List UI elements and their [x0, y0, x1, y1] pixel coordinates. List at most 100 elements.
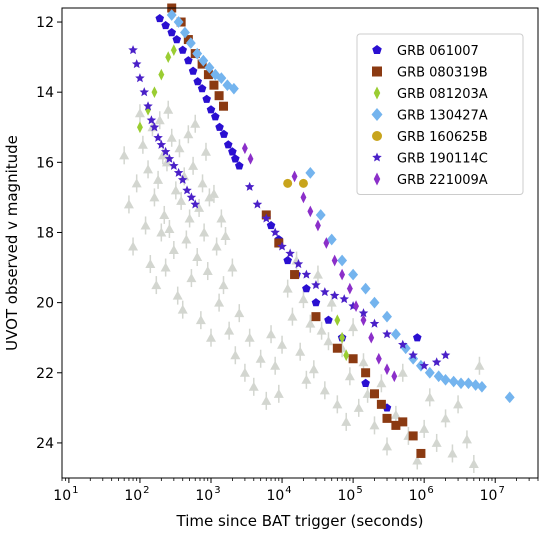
data-point — [320, 287, 330, 297]
data-point — [170, 44, 177, 56]
data-point — [315, 219, 321, 232]
background-point — [119, 150, 130, 160]
background-point — [312, 269, 323, 279]
background-point — [440, 413, 451, 423]
data-point — [311, 280, 321, 290]
data-point — [326, 233, 337, 246]
data-point — [315, 209, 326, 221]
background-point — [419, 423, 430, 433]
data-point — [149, 122, 160, 132]
legend-item: GRB 130427A — [371, 108, 488, 124]
background-point — [447, 448, 458, 458]
data-point — [166, 9, 177, 21]
background-point — [287, 311, 298, 321]
legend-marker — [373, 172, 381, 186]
background-point — [230, 350, 241, 360]
data-point — [146, 115, 157, 125]
data-point — [172, 35, 182, 44]
background-point — [244, 332, 255, 342]
background-point — [202, 266, 213, 276]
data-point — [433, 370, 444, 383]
data-point — [290, 270, 300, 280]
background-point — [151, 280, 162, 290]
data-point — [391, 370, 398, 383]
data-point — [135, 73, 145, 83]
data-point — [369, 296, 380, 309]
background-point — [172, 290, 183, 300]
background-point — [164, 223, 175, 233]
background-point — [157, 150, 168, 160]
data-point — [300, 191, 307, 204]
data-point — [384, 363, 390, 376]
series-grb-130427a — [166, 9, 515, 404]
x-axis: 101 102 103 104 105 106 107 — [53, 478, 539, 504]
background-point — [382, 441, 393, 451]
background-point — [220, 230, 231, 240]
data-point — [160, 146, 171, 156]
data-point — [216, 72, 227, 84]
background-point — [341, 416, 352, 426]
legend-marker — [372, 131, 382, 141]
data-point — [274, 238, 284, 248]
data-point — [440, 373, 451, 386]
background-point — [323, 336, 334, 346]
data-point — [206, 105, 216, 114]
y-tick-label: 12 — [36, 15, 54, 31]
y-tick-label: 14 — [36, 85, 54, 101]
background-point — [195, 315, 206, 325]
data-point — [180, 26, 190, 39]
data-point — [324, 315, 333, 324]
data-point — [415, 359, 426, 372]
data-point — [408, 350, 418, 360]
background-point — [308, 364, 319, 374]
data-point — [211, 112, 220, 121]
data-point — [155, 14, 165, 23]
data-point — [360, 282, 371, 295]
data-point — [361, 378, 370, 387]
background-point — [453, 399, 464, 409]
data-point — [151, 86, 158, 99]
legend-item: GRB 160625B — [372, 130, 488, 145]
y-axis-title: UVOT observed v magnitude — [3, 135, 21, 351]
background-point — [143, 164, 154, 174]
y-tick-label: 18 — [36, 225, 54, 241]
data-point — [156, 139, 167, 149]
background-point — [424, 392, 435, 402]
background-point — [358, 357, 369, 367]
data-point — [219, 101, 229, 111]
legend-marker — [372, 152, 382, 162]
data-point — [419, 360, 429, 370]
data-point — [283, 256, 292, 265]
background-point — [224, 325, 235, 335]
legend: GRB 061007 GRB 080319B GRB 081203A GRB 1304… — [356, 33, 524, 195]
data-point — [291, 170, 298, 183]
data-point — [153, 132, 163, 142]
data-point — [476, 380, 487, 393]
data-point — [283, 178, 293, 188]
data-point — [376, 399, 386, 409]
background-point — [192, 252, 203, 262]
background-point — [153, 174, 164, 184]
data-point — [369, 389, 379, 399]
data-point — [343, 349, 350, 362]
data-point — [158, 68, 165, 81]
background-point — [397, 367, 408, 377]
series-grb-221009a — [241, 142, 398, 383]
data-point — [382, 413, 392, 423]
background-point — [218, 280, 229, 290]
background-point — [166, 132, 177, 142]
background-point — [137, 139, 148, 149]
data-point — [361, 368, 371, 378]
data-point — [323, 237, 330, 249]
background-point — [205, 332, 216, 342]
data-point — [311, 312, 321, 322]
background-point — [390, 409, 401, 419]
background-point — [160, 262, 171, 272]
background-point — [348, 322, 359, 332]
data-point — [131, 59, 142, 69]
data-point — [266, 220, 276, 230]
data-point — [440, 350, 451, 360]
background-point — [211, 241, 222, 251]
background-point — [123, 199, 134, 209]
data-point — [334, 314, 341, 327]
